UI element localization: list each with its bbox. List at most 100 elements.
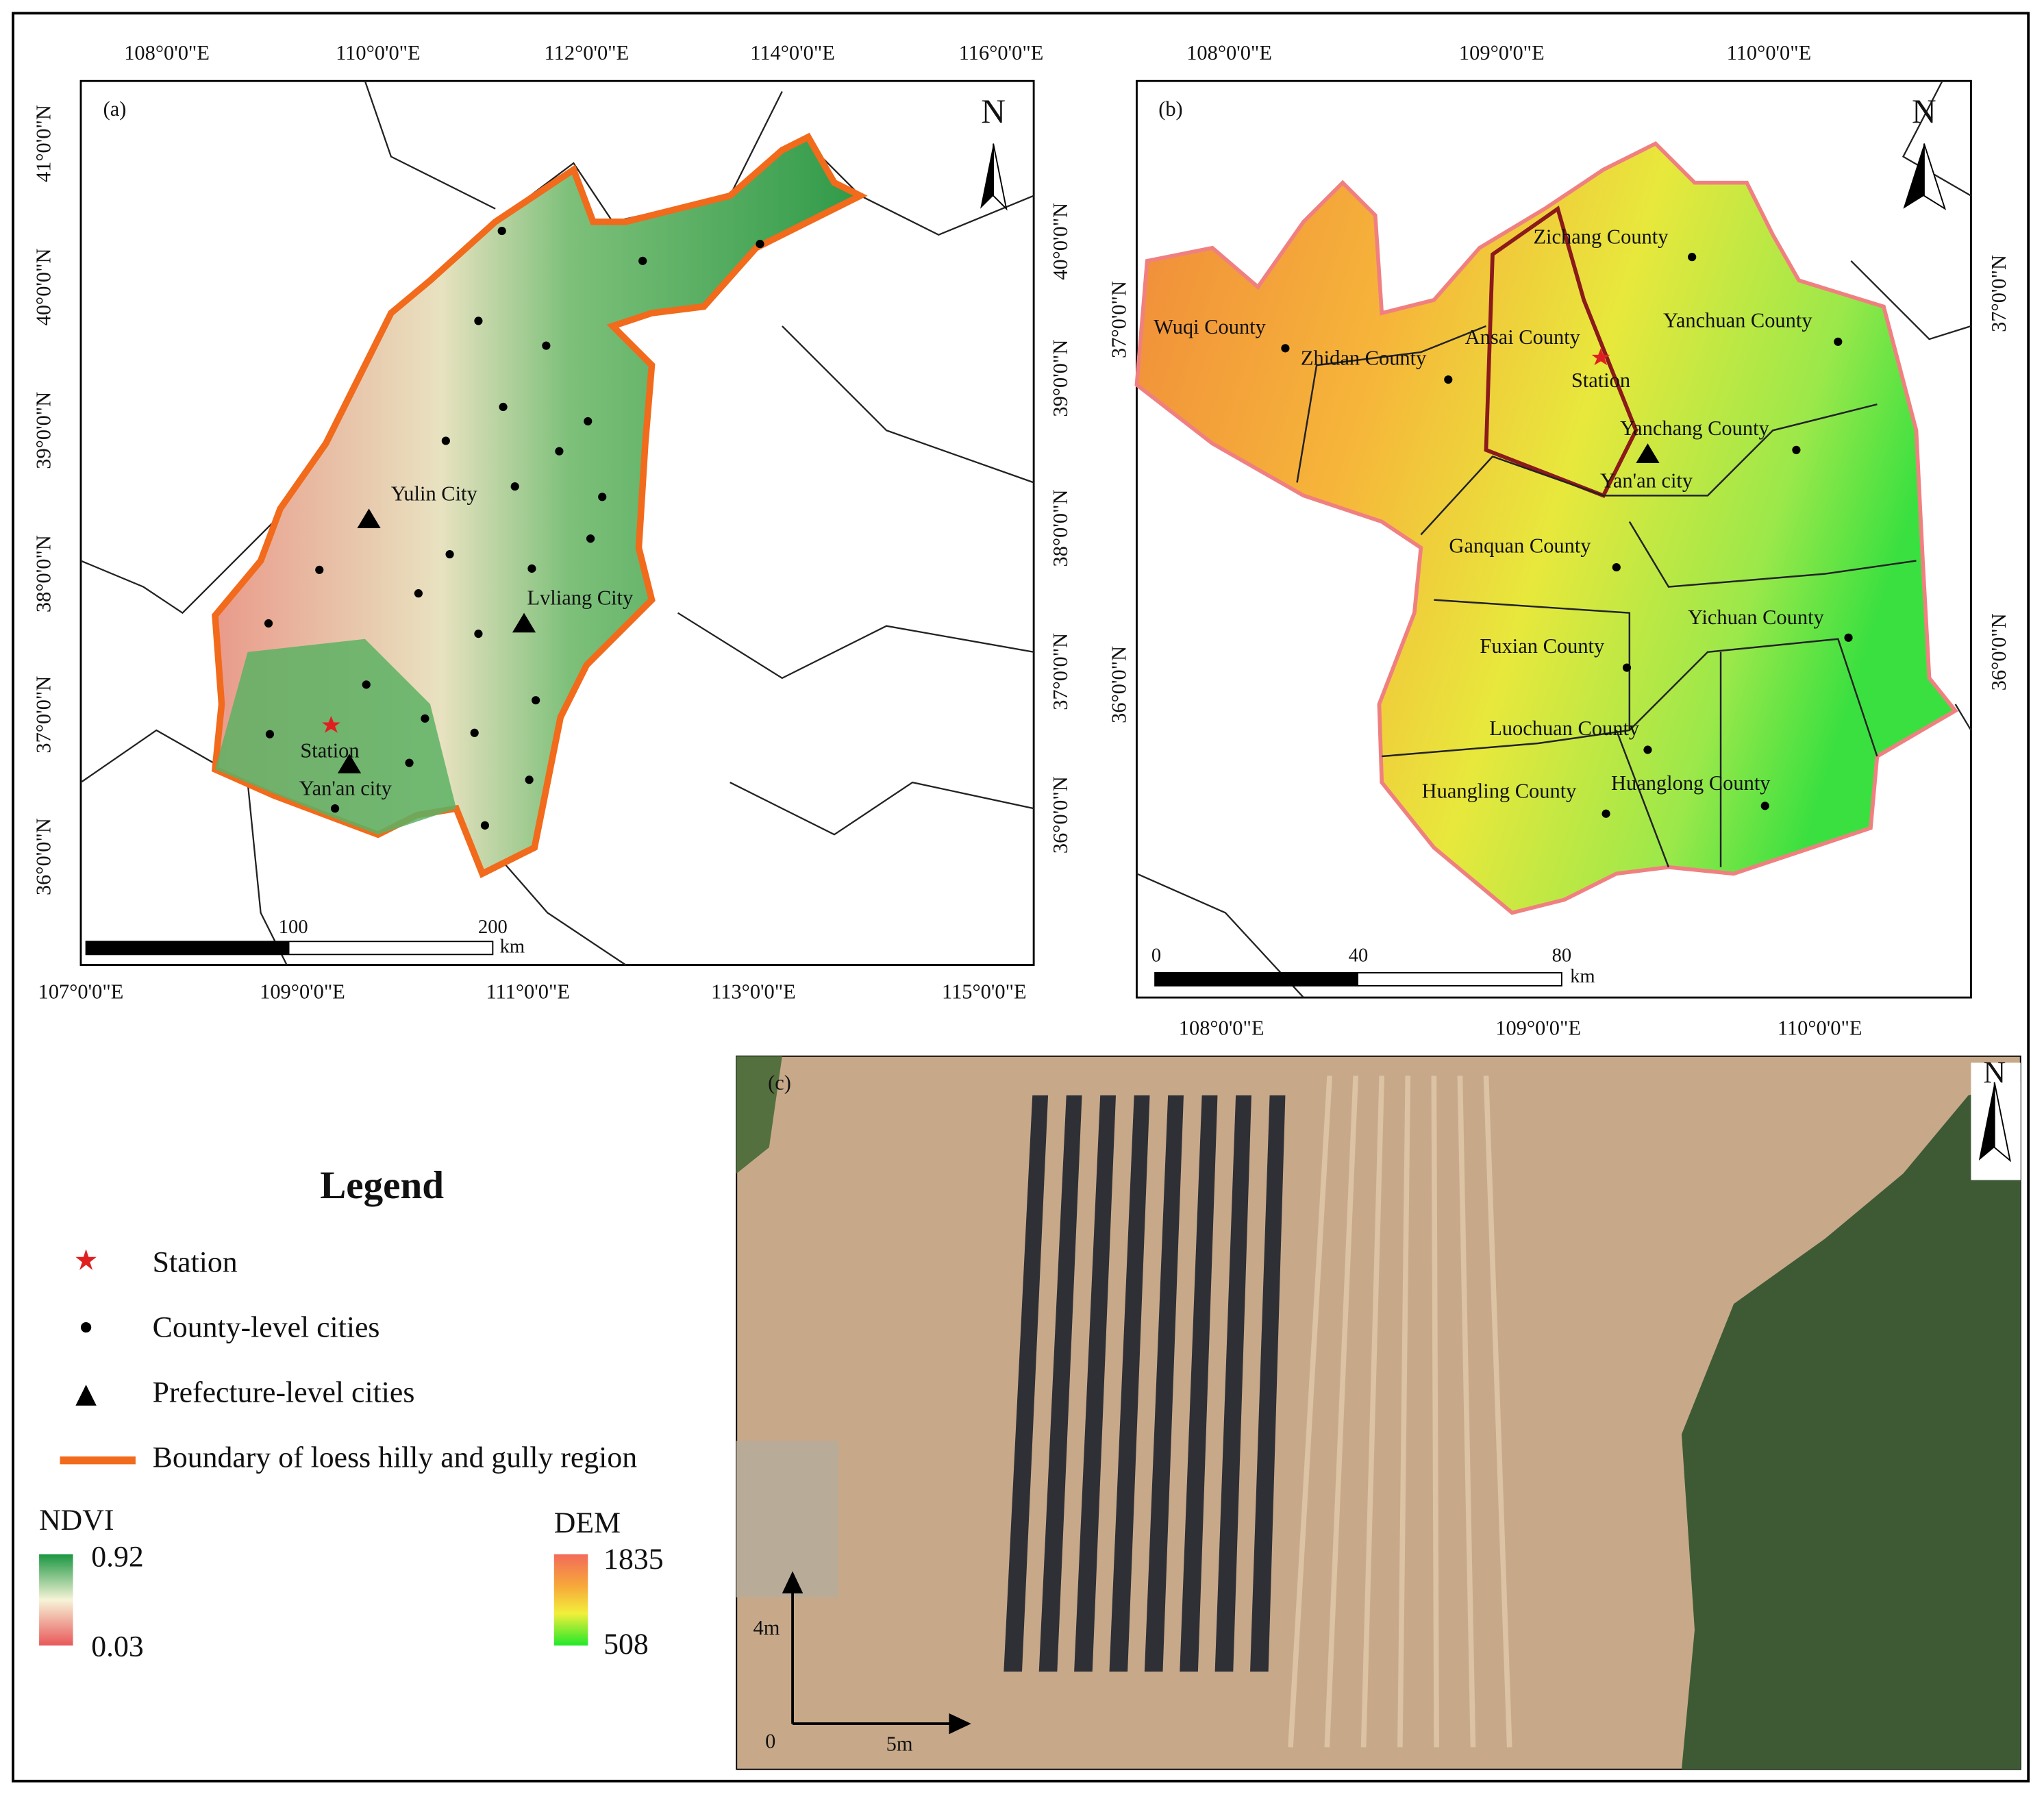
scale-arrows [782, 1571, 971, 1735]
legend-item: County-level cities [153, 1311, 380, 1343]
place-label: Huangling County [1422, 779, 1578, 802]
county-dot [525, 776, 534, 784]
place-label: Yulin City [391, 482, 478, 505]
county-dot [598, 493, 607, 501]
county-symbol [80, 1322, 92, 1333]
county-dot [638, 256, 647, 265]
top-tick-label: 110°0'0"E [336, 41, 421, 64]
county-dot [542, 341, 551, 350]
top-tick-label: 108°0'0"E [124, 41, 210, 64]
prefecture-marker [1636, 443, 1660, 463]
place-label: Zichang County [1533, 225, 1669, 248]
mulch-strips [1004, 1076, 1512, 1748]
ridge [1483, 1076, 1512, 1748]
scale-label: 0 [765, 1730, 775, 1753]
county-dot [586, 534, 595, 543]
county-dot [1601, 809, 1610, 818]
left-tick-label: 41°0'0"N [32, 105, 55, 182]
county-dot [470, 728, 479, 737]
right-tick-label: 39°0'0"N [1049, 340, 1072, 417]
ramp-title: NDVI [39, 1504, 114, 1537]
county-dot [532, 696, 540, 705]
place-label: Wuqi County [1154, 315, 1266, 338]
panel-label: (b) [1158, 97, 1183, 121]
ridge [1431, 1076, 1439, 1748]
county-dot [1792, 445, 1801, 454]
place-label: Fuxian County [1480, 634, 1605, 658]
mulch-strip [1004, 1095, 1049, 1672]
ramp-title: DEM [554, 1506, 621, 1539]
place-label: Lvliang City [527, 586, 634, 610]
county-dot [1612, 562, 1621, 572]
legend-item: Prefecture-level cities [153, 1376, 415, 1409]
left-tick-label: 39°0'0"N [32, 392, 55, 469]
place-label: Zhidan County [1301, 346, 1427, 369]
place-label: Ganquan County [1449, 534, 1591, 558]
left-tick-label: 40°0'0"N [32, 248, 55, 325]
top-tick-label: 112°0'0"E [545, 41, 630, 64]
right-tick-label: 37°0'0"N [1987, 255, 2010, 332]
study-region [1134, 141, 1958, 915]
scale-label: 4m [753, 1616, 780, 1639]
panel-b [1134, 79, 1972, 999]
place-label: Yanchuan County [1663, 308, 1812, 332]
county-boundaries [1296, 325, 1917, 868]
place-label: Luochuan County [1489, 717, 1640, 740]
north-label: N [1983, 1055, 2006, 1090]
county-dot [584, 417, 593, 426]
ramp-max: 0.92 [91, 1540, 144, 1573]
station-marker [322, 716, 340, 733]
scale-axes [791, 1577, 958, 1725]
ramp-max: 1835 [603, 1543, 664, 1576]
county-dot [1643, 745, 1652, 754]
scale-label: 0 [1151, 945, 1161, 967]
top-tick-label: 114°0'0"E [750, 41, 835, 64]
ridge [1324, 1076, 1358, 1748]
mulch-strip [1074, 1095, 1117, 1672]
place-label: Yichuan County [1688, 606, 1824, 629]
panel-label: (c) [768, 1071, 791, 1095]
county-dot [1281, 344, 1290, 353]
ridge [1457, 1076, 1476, 1748]
panel-c [736, 1055, 2021, 1770]
top-tick-label: 116°0'0"E [959, 41, 1044, 64]
station-marker [1591, 348, 1610, 366]
scale-label: km [500, 936, 525, 957]
legend-item: Boundary of loess hilly and gully region [153, 1441, 638, 1474]
bottom-tick-label: 111°0'0"E [486, 980, 570, 1003]
county-dot [414, 589, 423, 598]
county-dot [756, 240, 764, 249]
legend-title: Legend [320, 1164, 444, 1207]
left-tick-label: 37°0'0"N [32, 676, 55, 754]
county-dot [330, 804, 340, 813]
county-dot [1834, 337, 1843, 346]
top-tick-label: 110°0'0"E [1727, 41, 1812, 64]
bottom-tick-label: 108°0'0"E [1179, 1017, 1264, 1040]
county-dot [527, 564, 536, 573]
county-dot [264, 619, 273, 628]
left-tick-label: 36°0'0"N [32, 818, 55, 895]
north-arrow [980, 143, 994, 209]
right-tick-label: 40°0'0"N [1049, 203, 1072, 280]
place-label: Ansai County [1465, 325, 1581, 349]
county-dot [510, 482, 519, 491]
left-tick-label: 37°0'0"N [1108, 281, 1131, 358]
mulch-strip [1180, 1095, 1218, 1672]
scale-bar-fill [1155, 972, 1358, 986]
county-dot [474, 317, 483, 325]
bottom-tick-label: 113°0'0"E [711, 980, 796, 1003]
scale-bar-fill [86, 941, 290, 955]
county-dot [499, 402, 508, 412]
bottom-tick-label: 107°0'0"E [38, 980, 124, 1003]
bottom-tick-label: 110°0'0"E [1778, 1017, 1862, 1040]
north-arrow [1903, 143, 1924, 209]
ansai-boundary [1484, 206, 1638, 499]
county-dot [497, 226, 506, 236]
prefecture-marker [357, 508, 381, 528]
mulch-strip [1214, 1095, 1251, 1672]
place-label: Station [1571, 369, 1630, 392]
place-label: Huanglong County [1611, 771, 1771, 795]
scale-label: 80 [1552, 945, 1572, 967]
right-tick-label: 37°0'0"N [1049, 633, 1072, 710]
panel-label: (a) [103, 97, 127, 121]
